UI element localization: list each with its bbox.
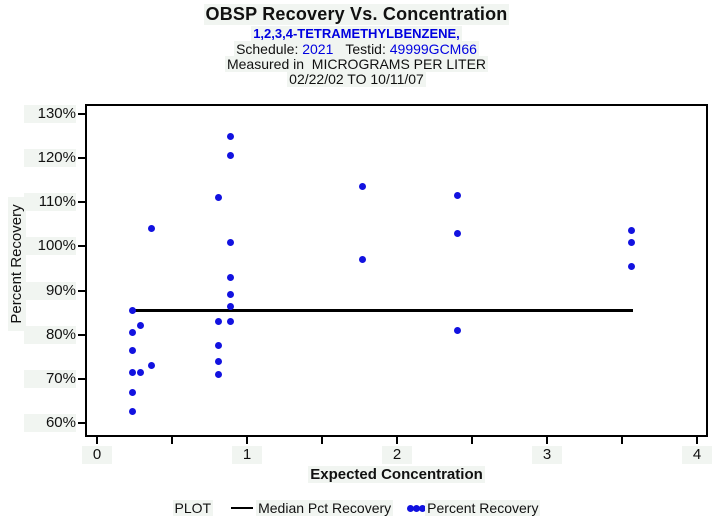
y-tick-label: 130% [24, 105, 76, 123]
y-tick-label: 110% [24, 193, 76, 212]
x-tick-mark [621, 437, 623, 444]
scatter-point [359, 256, 366, 264]
scatter-point [359, 183, 366, 191]
y-tick-mark [78, 113, 85, 115]
dot-icon [413, 504, 421, 512]
compound-subtitle: 1,2,3,4-TETRAMETHYLBENZENE, [0, 26, 713, 41]
compound-name: 1,2,3,4-TETRAMETHYLBENZENE, [251, 26, 462, 41]
scatter-point [227, 132, 234, 140]
scatter-point [627, 262, 635, 270]
y-tick-label: 60% [24, 413, 76, 432]
y-tick-label: 120% [24, 149, 76, 168]
legend-median-label: Median Pct Recovery [256, 500, 394, 516]
units-text: Measured in MICROGRAMS PER LITER [224, 56, 489, 72]
scatter-point [215, 342, 222, 350]
scatter-point [453, 326, 461, 334]
scatter-point [215, 357, 222, 365]
x-tick-mark [696, 437, 698, 444]
chart-title: OBSP Recovery Vs. Concentration [0, 4, 713, 25]
date-range-text: 02/22/02 TO 10/11/07 [287, 71, 426, 87]
scatter-point [128, 328, 136, 336]
scatter-point [227, 273, 234, 281]
y-tick-mark [78, 289, 85, 292]
y-tick-mark [78, 157, 85, 160]
dot-icon [407, 504, 415, 512]
y-tick-mark [78, 245, 85, 248]
dot-icon [419, 504, 427, 512]
x-tick-label: 0 [82, 446, 112, 464]
x-tick-mark [396, 437, 398, 444]
x-tick-label: 1 [232, 446, 262, 464]
x-tick-mark [321, 437, 323, 444]
schedule-testid-line: Schedule: 2021 Testid: 49999GCM66 [0, 41, 713, 57]
x-axis-title: Expected Concentration [85, 466, 708, 483]
scatter-point [215, 194, 222, 202]
legend-title: PLOT [172, 500, 214, 516]
x-tick-mark [546, 437, 548, 444]
scatter-point [627, 238, 635, 246]
scatter-dots-swatch-icon [407, 504, 427, 512]
legend-points-label: Percent Recovery [425, 500, 541, 516]
y-tick-label: 70% [24, 369, 76, 388]
y-tick-mark [78, 377, 85, 380]
x-tick-mark [246, 437, 248, 444]
x-tick-mark [96, 437, 98, 444]
scatter-point [147, 362, 155, 370]
scatter-point [215, 370, 222, 378]
median-line [132, 308, 633, 312]
scatter-point [215, 317, 222, 325]
scatter-point [453, 229, 461, 237]
x-tick-mark [471, 437, 473, 444]
plot-frame [85, 104, 708, 437]
y-tick-label: 80% [24, 325, 76, 344]
y-tick-mark [78, 333, 85, 336]
scatter-point [453, 192, 461, 200]
scatter-point [227, 238, 234, 246]
scatter-point [227, 317, 234, 325]
x-tick-label: 3 [532, 446, 562, 464]
median-line-swatch-icon [231, 507, 254, 509]
y-tick-mark [78, 201, 85, 204]
scatter-point [128, 346, 136, 354]
scatter-point [128, 388, 136, 396]
legend: PLOT Median Pct Recovery Percent Recover… [0, 499, 713, 517]
y-tick-mark [78, 421, 85, 424]
chart-title-text: OBSP Recovery Vs. Concentration [203, 4, 510, 25]
testid-label: Testid: [345, 41, 386, 57]
scatter-point [227, 291, 234, 299]
scatter-point [128, 408, 136, 416]
x-axis-title-text: Expected Concentration [308, 466, 485, 483]
scatter-point [227, 302, 234, 310]
x-tick-mark [171, 437, 173, 444]
units-line: Measured in MICROGRAMS PER LITER [0, 56, 713, 72]
y-axis-title: Percent Recovery [8, 197, 26, 331]
schedule-value: 2021 [302, 41, 334, 57]
scatter-point [227, 152, 234, 160]
scatter-point [137, 368, 144, 376]
scatter-point [128, 306, 136, 314]
date-range-line: 02/22/02 TO 10/11/07 [0, 71, 713, 87]
y-tick-label: 90% [24, 281, 76, 300]
scatter-point [128, 368, 136, 376]
y-tick-label: 100% [24, 237, 76, 256]
scatter-point [137, 322, 144, 330]
scatter-point [627, 227, 635, 235]
x-tick-label: 2 [382, 446, 412, 464]
scatter-point [147, 225, 155, 233]
testid-value: 49999GCM66 [389, 41, 477, 57]
x-tick-label: 4 [682, 446, 712, 464]
schedule-label: Schedule: [236, 41, 299, 57]
